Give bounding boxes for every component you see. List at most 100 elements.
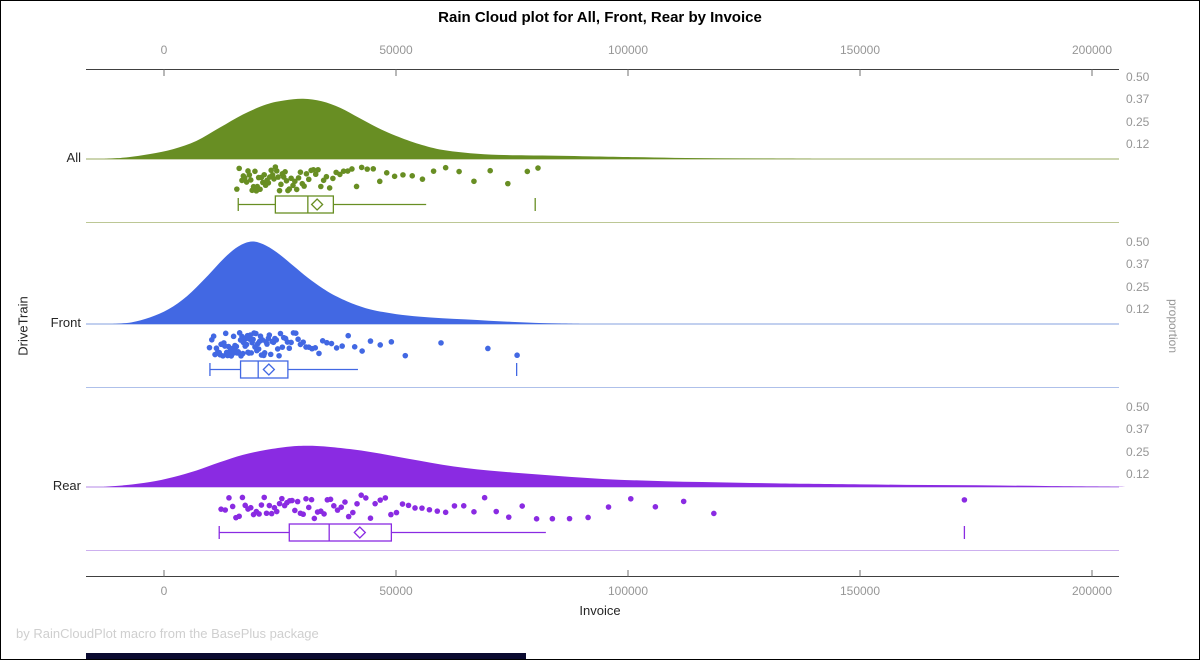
front-data-point [377,342,384,348]
front-data-point [273,337,280,343]
all-data-point [318,183,324,190]
all-data-point [301,183,307,189]
front-data-point [233,343,240,350]
rear-data-point [419,505,425,511]
all-data-point [295,175,302,181]
all-proportion-tick-label: 0.12 [1126,136,1150,151]
all-data-point [275,174,281,180]
all-box [274,195,335,214]
front-data-point [220,353,226,359]
rear-data-point [426,506,433,513]
front-data-point [359,348,365,354]
rear-data-point [627,495,634,502]
rear-data-point [372,500,378,507]
top-axis-tick-label: 50000 [379,43,413,57]
x-axis-title-invoice: Invoice [579,603,621,618]
all-data-point [297,169,304,175]
top-axis-tick-label: 0 [160,43,168,57]
rear-data-point [354,500,360,507]
front-data-point [339,343,345,349]
rear-data-point [273,508,280,515]
rear-data-point [566,515,573,522]
all-data-point [456,168,462,175]
front-data-point [277,330,284,337]
front-data-point [286,345,293,352]
rear-data-point [218,506,224,512]
front-data-point [210,333,217,339]
all-data-point [430,168,437,174]
rear-data-point [388,511,394,518]
front-data-point [438,340,444,346]
all-data-point [409,173,416,179]
all-data-point [293,186,300,193]
rear-data-point [263,510,270,517]
rear-data-point [405,502,412,509]
rear-data-point [338,504,345,510]
bottom-axis-tick-label: 50000 [379,584,413,598]
all-data-point [276,187,283,194]
rear-data-point [549,515,556,522]
rear-data-point [305,504,312,511]
all-data-point [261,171,268,178]
all-data-point [288,175,294,182]
front-data-point [250,336,256,343]
all-data-point [358,164,365,171]
rear-data-point [256,511,262,517]
rear-data-point [399,501,406,507]
front-data-point [345,332,352,339]
all-data-point [243,179,250,185]
all-data-point [278,181,284,188]
rear-data-point [711,510,717,517]
front-data-point [514,352,520,359]
rear-data-point [442,509,449,516]
front-data-point [328,340,335,347]
front-proportion-tick-label: 0.25 [1126,279,1150,294]
chart-title: Rain Cloud plot for All, Front, Rear by … [438,9,762,26]
bottom-dark-bar [86,653,526,659]
rear-data-point [229,503,236,510]
rear-data-point [393,509,400,516]
front-mean-diamond [262,363,276,376]
front-data-point [248,350,255,356]
front-data-point [255,346,262,352]
front-data-point [300,339,307,345]
all-data-point [370,166,377,172]
front-data-point [333,345,340,351]
all-data-point [376,178,383,185]
all-data-point [364,166,371,172]
all-mean-diamond [310,198,324,211]
rear-proportion-tick-label: 0.37 [1126,422,1150,437]
rear-data-point [222,507,229,513]
rear-data-point [308,496,315,503]
all-data-point [524,168,531,175]
rear-data-point [342,499,348,505]
front-data-point [295,336,301,343]
rear-data-point [605,504,612,510]
category-label-front: Front [50,315,81,330]
rear-data-point [239,494,246,501]
all-data-point [535,165,541,171]
category-label-all: All [66,150,81,165]
all-data-point [391,173,398,180]
rear-data-point [585,514,591,521]
all-data-point [505,180,511,187]
rear-data-point [377,497,384,503]
front-data-point [253,330,259,337]
front-data-point [266,332,273,338]
all-data-point [271,176,277,182]
all-proportion-tick-label: 0.50 [1126,70,1150,84]
front-data-point [319,338,326,344]
all-proportion-tick-label: 0.37 [1126,92,1150,107]
all-data-point [330,175,336,182]
rear-data-point [481,494,488,501]
all-proportion-tick-label: 0.25 [1126,114,1150,129]
front-data-point [261,350,268,356]
rear-data-point [258,502,265,508]
rear-mean-diamond [353,526,367,539]
rear-data-point [471,509,477,515]
front-proportion-tick-label: 0.50 [1126,235,1150,249]
all-data-point [292,178,298,185]
all-data-point [282,169,288,175]
rear-data-point [345,513,352,520]
